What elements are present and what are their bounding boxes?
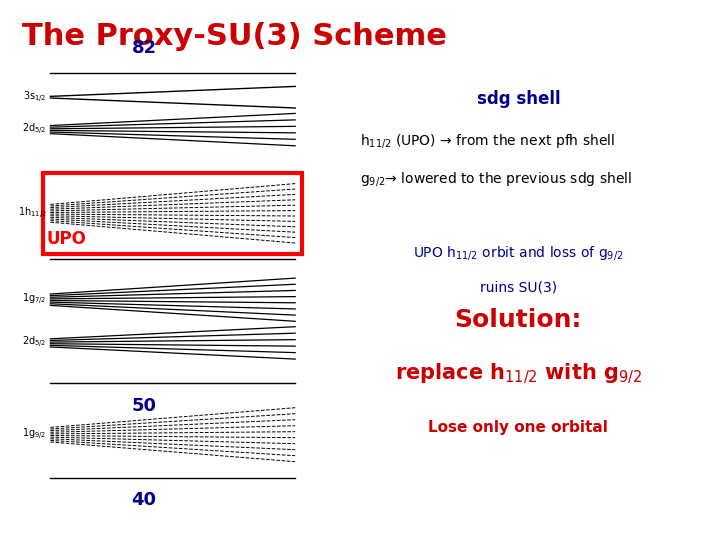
Text: 82: 82 — [132, 39, 156, 57]
Text: sdg shell: sdg shell — [477, 90, 560, 108]
Text: UPO: UPO — [47, 231, 86, 248]
Text: 3s$_{1/2}$: 3s$_{1/2}$ — [24, 90, 47, 105]
Text: 40: 40 — [132, 491, 156, 509]
Text: h$_{11/2}$ (UPO) → from the next pfh shell: h$_{11/2}$ (UPO) → from the next pfh she… — [360, 132, 615, 150]
Text: g$_{9/2}$→ lowered to the previous sdg shell: g$_{9/2}$→ lowered to the previous sdg s… — [360, 170, 632, 188]
Text: The Proxy-SU(3) Scheme: The Proxy-SU(3) Scheme — [22, 22, 446, 51]
Text: 1g$_{7/2}$: 1g$_{7/2}$ — [22, 292, 47, 307]
Text: 2d$_{5/2}$: 2d$_{5/2}$ — [22, 122, 47, 137]
Text: 1h$_{11/2}$: 1h$_{11/2}$ — [18, 206, 47, 221]
Bar — [43, 173, 302, 254]
Text: UPO h$_{11/2}$ orbit and loss of g$_{9/2}$: UPO h$_{11/2}$ orbit and loss of g$_{9/2… — [413, 244, 624, 262]
Text: Lose only one orbital: Lose only one orbital — [428, 420, 608, 435]
Text: ruins SU(3): ruins SU(3) — [480, 280, 557, 294]
Text: replace h$_{11/2}$ with g$_{9/2}$: replace h$_{11/2}$ with g$_{9/2}$ — [395, 362, 642, 386]
Text: 1g$_{9/2}$: 1g$_{9/2}$ — [22, 427, 47, 442]
Text: Solution:: Solution: — [455, 308, 582, 332]
Text: 50: 50 — [132, 397, 156, 415]
Text: 2d$_{5/2}$: 2d$_{5/2}$ — [22, 335, 47, 350]
